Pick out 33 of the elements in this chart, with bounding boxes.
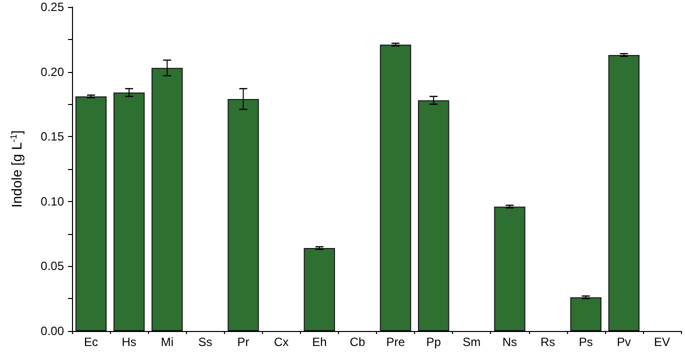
bar [608, 54, 640, 331]
x-tick-label: Cx [274, 335, 289, 349]
x-tick-label: Ps [578, 335, 593, 349]
x-tick-label: EV [654, 335, 670, 349]
y-tick-label: 0.10 [40, 194, 64, 208]
bar [494, 206, 526, 331]
x-tick-label: Pp [426, 335, 442, 349]
x-tick-label: Pr [237, 335, 250, 349]
y-tick-label: 0.00 [40, 324, 64, 338]
x-tick-label: Eh [312, 335, 327, 349]
x-tick-label: Cb [350, 335, 366, 349]
bar [75, 96, 107, 331]
y-tick-label: 0.05 [40, 259, 64, 274]
x-tick-label: Ns [502, 335, 518, 349]
x-tick-label: Ss [198, 335, 212, 349]
y-tick-label: 0.20 [40, 64, 64, 79]
y-tick-label: 0.15 [40, 130, 64, 144]
x-tick-label: Hs [122, 335, 136, 349]
y-axis-title: Indole [g L-1] [8, 130, 24, 208]
bar [152, 68, 183, 331]
bar [113, 92, 145, 331]
x-tick-label: Mi [160, 335, 174, 349]
x-tick-label: Sm [462, 335, 481, 349]
y-tick-label: 0.25 [40, 0, 64, 14]
x-tick-label: Pv [616, 335, 631, 349]
bar [570, 297, 602, 331]
bar [228, 99, 259, 331]
x-tick-label: Pre [386, 335, 406, 349]
bar [418, 100, 450, 331]
bar [380, 44, 412, 331]
x-tick-label: Ec [84, 335, 98, 349]
x-tick-label: Rs [540, 335, 556, 349]
bar [304, 248, 336, 331]
